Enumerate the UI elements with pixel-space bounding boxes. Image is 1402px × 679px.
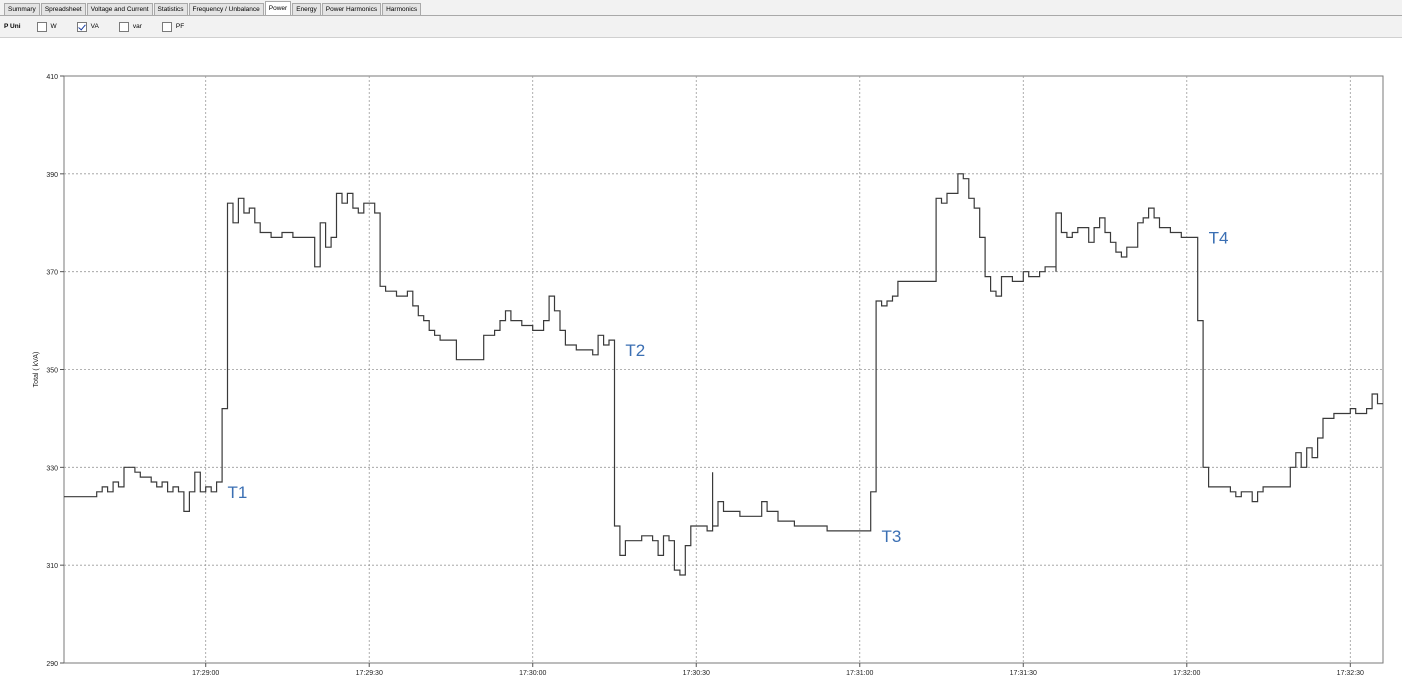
w-checkbox[interactable] (36, 21, 47, 32)
annotation-t4: T4 (1209, 229, 1229, 248)
tab-spreadsheet[interactable]: Spreadsheet (40, 3, 86, 15)
options-title: P Uni (4, 23, 21, 30)
tab-frequency-unbalance[interactable]: Frequency / Unbalance (188, 3, 264, 15)
y-tick-label: 350 (46, 368, 58, 375)
x-tick-label: 17:30:00 (519, 670, 546, 677)
y-tick-label: 390 (46, 172, 58, 179)
annotations: T1 T2 T3 T4 (228, 229, 1229, 546)
x-tick-label: 17:29:00 (192, 670, 219, 677)
pf-label: PF (175, 23, 185, 30)
x-tick-label: 17:31:00 (846, 670, 873, 677)
annotation-t1: T1 (228, 483, 248, 502)
y-tick-label: 290 (46, 661, 58, 668)
tab-power[interactable]: Power (264, 1, 292, 15)
pf-checkbox[interactable] (161, 21, 172, 32)
tab-summary[interactable]: Summary (4, 3, 40, 15)
var-label: var (132, 23, 142, 30)
annotation-t2: T2 (625, 341, 645, 360)
x-tick-label: 17:29:30 (356, 670, 383, 677)
option-w[interactable]: W (36, 21, 57, 32)
x-tick-label: 17:32:30 (1337, 670, 1364, 677)
option-va[interactable]: VA (76, 21, 99, 32)
y-axis-ticks: 290 310 330 350 370 390 410 (46, 74, 64, 668)
plot-area (63, 75, 1384, 664)
annotation-t3: T3 (882, 527, 902, 546)
tab-energy[interactable]: Energy (292, 3, 321, 15)
tab-statistics[interactable]: Statistics (153, 3, 188, 15)
series-options-bar: P Uni W VA var PF (0, 16, 1402, 38)
grid-lines (64, 76, 1383, 663)
y-tick-label: 330 (46, 465, 58, 472)
va-label: VA (90, 23, 99, 30)
y-tick-label: 310 (46, 563, 58, 570)
va-checkbox[interactable] (76, 21, 87, 32)
y-axis-label: Total ( kVA) (33, 352, 40, 388)
tab-harmonics[interactable]: Harmonics (382, 3, 422, 15)
x-tick-label: 17:31:30 (1010, 670, 1037, 677)
option-pf[interactable]: PF (161, 21, 185, 32)
series-line-total-kva (64, 173, 1383, 576)
x-axis-ticks: 17:29:00 17:29:30 17:30:00 17:30:30 17:31:00… (192, 663, 1364, 677)
option-var[interactable]: var (118, 21, 142, 32)
tab-power-harmonics[interactable]: Power Harmonics (321, 3, 382, 15)
y-tick-label: 370 (46, 270, 58, 277)
x-tick-label: 17:32:00 (1173, 670, 1200, 677)
tab-bar: Summary Spreadsheet Voltage and Current Sta… (0, 0, 1402, 16)
w-label: W (50, 23, 57, 30)
tab-voltage-and-current[interactable]: Voltage and Current (86, 3, 153, 15)
x-tick-label: 17:30:30 (683, 670, 710, 677)
y-tick-label: 410 (46, 74, 58, 81)
var-checkbox[interactable] (118, 21, 129, 32)
